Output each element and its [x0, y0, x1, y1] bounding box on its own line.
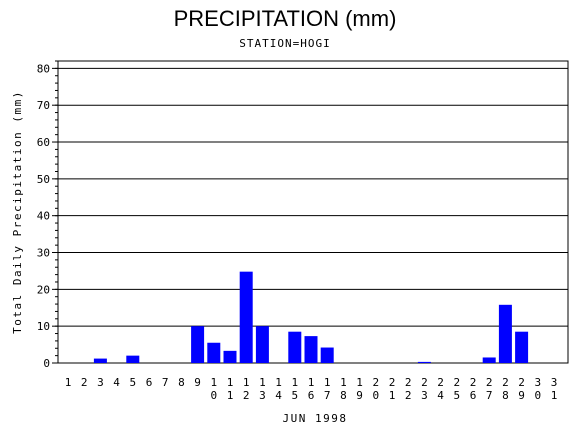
x-axis-label: JUN 1998	[283, 412, 348, 425]
y-tick-label: 70	[37, 99, 50, 112]
bar	[93, 358, 107, 363]
x-tick-label: 1	[65, 376, 72, 389]
y-tick-label: 60	[37, 136, 50, 149]
chart-subtitle: STATION=HOGI	[239, 37, 331, 50]
bar	[515, 331, 529, 363]
x-tick-label: 6	[146, 376, 153, 389]
bar	[288, 331, 302, 363]
bar	[191, 326, 205, 363]
y-axis-label: Total Daily Precipitation (mm)	[11, 90, 24, 334]
y-axis-ticks: 0 10 20 30 40 50 60 70 80	[37, 60, 58, 370]
bar	[239, 271, 253, 363]
y-tick-label: 40	[37, 210, 50, 223]
bar	[304, 336, 318, 363]
bar	[498, 304, 512, 363]
bar	[482, 357, 496, 363]
y-tick-label: 10	[37, 320, 50, 333]
y-tick-label: 0	[43, 357, 50, 370]
y-tick-label: 80	[37, 62, 50, 75]
bar	[126, 355, 140, 363]
bar	[255, 326, 269, 363]
x-tick-label: 4	[113, 376, 120, 389]
x-tick-label: 7	[162, 376, 169, 389]
chart-title: PRECIPITATION (mm)	[173, 6, 397, 31]
x-tick-label: 9	[194, 376, 201, 389]
x-axis-ticks: 1 2 3 4 5 6 7 8 9 1 01 11 21 31 41 51 61 71 81 92 02 12 22 32 42…	[65, 376, 558, 402]
bar	[417, 361, 431, 363]
y-tick-label: 30	[37, 247, 50, 260]
bar	[223, 350, 237, 363]
y-tick-label: 50	[37, 173, 50, 186]
x-tick-label: 2	[81, 376, 88, 389]
bars	[93, 271, 529, 363]
gridlines	[58, 67, 568, 327]
x-tick-label: 8	[178, 376, 185, 389]
bar	[320, 347, 334, 363]
x-tick-label: 3	[97, 376, 104, 389]
x-tick-label: 5	[129, 376, 136, 389]
bar	[207, 342, 221, 363]
y-tick-label: 20	[37, 283, 50, 296]
plot-area	[57, 60, 569, 364]
